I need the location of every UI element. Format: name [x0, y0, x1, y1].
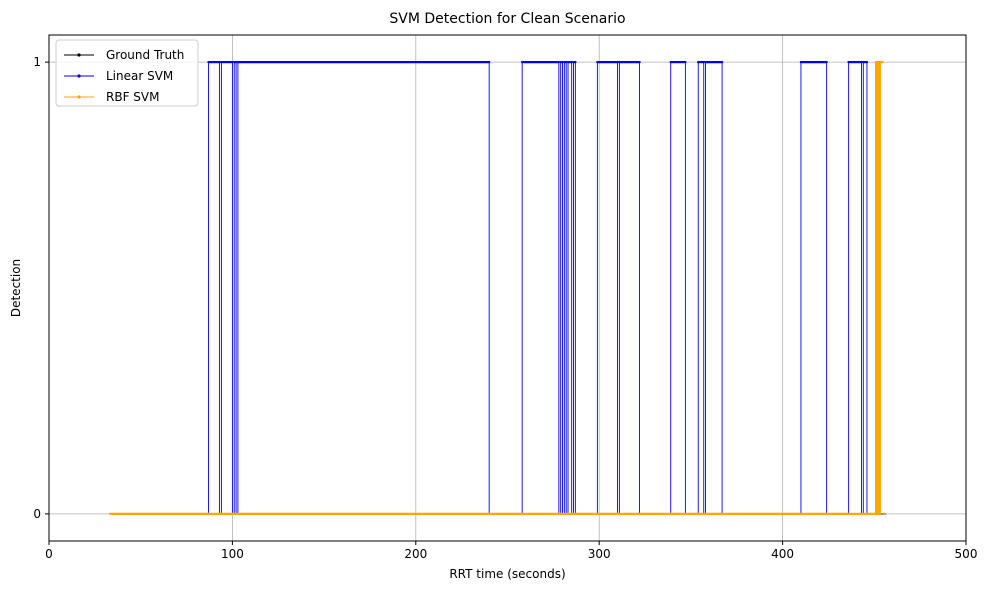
y-axis-label: Detection: [9, 259, 23, 317]
data-point: [874, 60, 878, 64]
series-line: [109, 61, 887, 515]
x-tick-label: 100: [221, 547, 244, 561]
legend-label: Linear SVM: [106, 69, 173, 83]
legend-item: Ground Truth: [64, 48, 184, 62]
series-linear-svm: [109, 60, 887, 515]
legend-item: RBF SVM: [64, 90, 159, 104]
x-axis-label: RRT time (seconds): [449, 567, 565, 581]
x-tick-label: 400: [771, 547, 794, 561]
data-point: [876, 60, 880, 64]
legend-label: Ground Truth: [106, 48, 184, 62]
legend: Ground Truth Linear SVM RBF SVM: [55, 39, 199, 107]
y-tick-label: 0: [33, 507, 41, 521]
series-rbf-svm: [109, 60, 886, 515]
data-point: [878, 60, 882, 64]
legend-marker: [77, 53, 81, 57]
legend-marker: [77, 95, 81, 99]
y-tick-label: 1: [33, 55, 41, 69]
legend-box: [55, 39, 199, 107]
grid: [48, 35, 967, 541]
series-line: [109, 61, 884, 515]
series-layer: [109, 60, 887, 515]
legend-label: RBF SVM: [106, 90, 159, 104]
ticks: 0 100 200 300 400 500 0 1: [33, 55, 977, 561]
chart-title: SVM Detection for Clean Scenario: [389, 11, 625, 27]
legend-marker: [77, 74, 81, 78]
x-tick-label: 500: [955, 547, 978, 561]
x-tick-label: 0: [45, 547, 53, 561]
x-tick-label: 300: [588, 547, 611, 561]
legend-item: Linear SVM: [64, 69, 173, 83]
x-tick-label: 200: [404, 547, 427, 561]
plot-frame: [48, 34, 967, 542]
